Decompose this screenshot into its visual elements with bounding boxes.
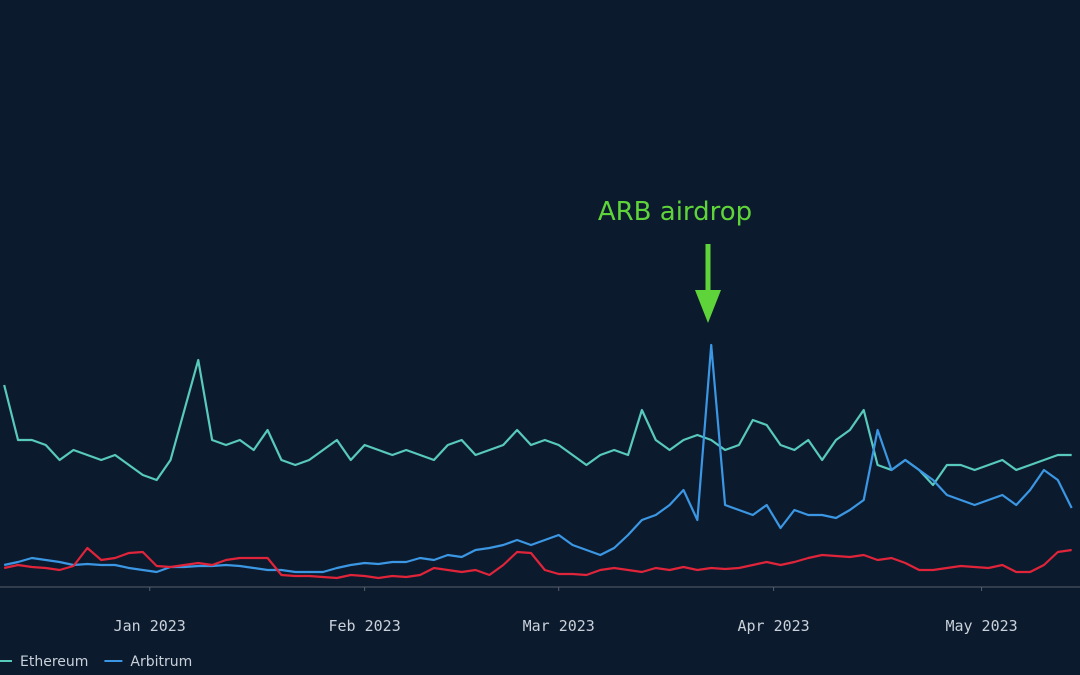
- x-tick-label: Apr 2023: [737, 617, 809, 635]
- annotation-arrowhead: [695, 290, 721, 323]
- series-line: [3, 546, 1072, 580]
- series-line: [3, 343, 1073, 574]
- legend-label: Ethereum: [20, 654, 88, 670]
- x-tick-label: Mar 2023: [523, 617, 595, 635]
- legend-label: Arbitrum: [130, 654, 192, 670]
- annotation: ARB airdrop: [598, 197, 752, 227]
- x-tick-label: Jan 2023: [114, 617, 186, 635]
- x-tick-label: Feb 2023: [328, 617, 400, 635]
- x-tick-label: May 2023: [945, 617, 1017, 635]
